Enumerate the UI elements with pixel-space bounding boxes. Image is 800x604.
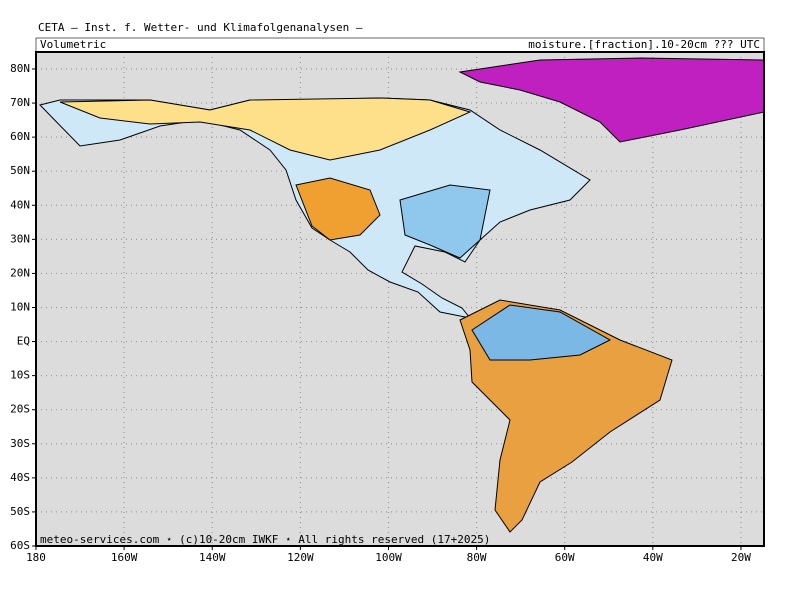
lat-label: 20S <box>10 403 30 416</box>
footer: meteo-services.com ⋆ (c)10-20cm IWKF ⋆ A… <box>40 533 490 546</box>
lon-label: 60W <box>555 551 575 564</box>
lat-label: EQ <box>17 335 30 348</box>
greenland <box>458 57 765 143</box>
axis-labels: 80N 70N 60N 50N 40N 30N 20N 10N EQ 10S 20S 30S 40S 50… <box>10 62 751 564</box>
us-east <box>399 184 491 259</box>
lat-label: 20N <box>10 266 30 279</box>
lon-label: 180 <box>26 551 46 564</box>
title: CETA — Inst. f. Wetter- und Klimafolgena… <box>38 21 363 34</box>
amazon <box>471 304 612 361</box>
lon-label: 80W <box>467 551 487 564</box>
lat-label: 10S <box>10 369 30 382</box>
lat-label: 10N <box>10 300 30 313</box>
lon-label: 20W <box>731 551 751 564</box>
lat-label: 60N <box>10 130 30 143</box>
lat-label: 70N <box>10 96 30 109</box>
lat-label: 50S <box>10 505 30 518</box>
lat-label: 80N <box>10 62 30 75</box>
lon-label: 160W <box>111 551 138 564</box>
lon-label: 140W <box>199 551 226 564</box>
lat-label: 40N <box>10 198 30 211</box>
left-label: Volumetric <box>40 38 106 51</box>
canada-north <box>59 97 472 161</box>
lat-label: 40S <box>10 471 30 484</box>
land <box>39 57 765 533</box>
lat-label: 30N <box>10 232 30 245</box>
lat-label: 50N <box>10 164 30 177</box>
lon-label: 40W <box>643 551 663 564</box>
lat-label: 30S <box>10 437 30 450</box>
us-west <box>295 177 381 241</box>
lat-label: 60S <box>10 539 30 552</box>
lon-label: 120W <box>287 551 314 564</box>
frame <box>35 51 765 547</box>
lon-label: 100W <box>375 551 402 564</box>
right-label: moisture.[fraction].10-20cm ??? UTC <box>528 38 760 51</box>
